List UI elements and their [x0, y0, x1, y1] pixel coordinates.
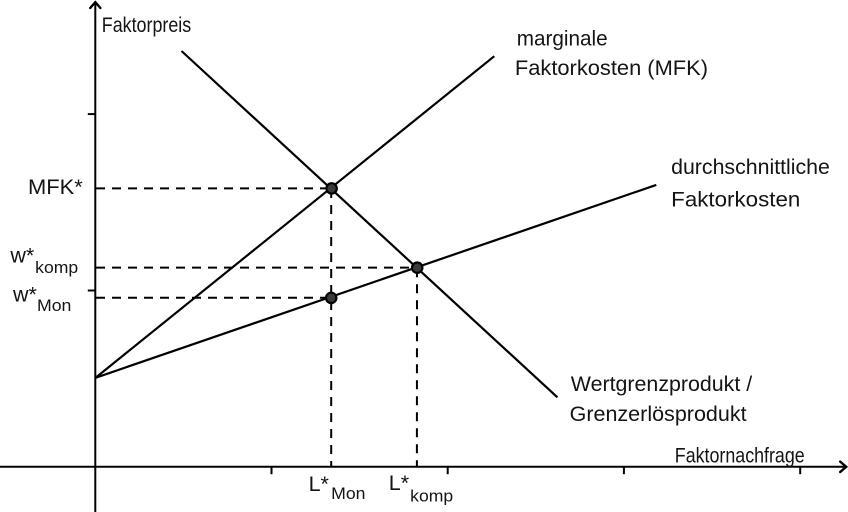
- svg-text:Faktornachfrage: Faktornachfrage: [675, 443, 805, 467]
- svg-text:Mon: Mon: [331, 484, 365, 503]
- svg-text:L*: L*: [309, 472, 330, 496]
- svg-text:komp: komp: [35, 258, 78, 277]
- svg-text:durchschnittliche: durchschnittliche: [671, 155, 830, 179]
- svg-text:Faktorkosten: Faktorkosten: [671, 187, 800, 211]
- svg-text:Faktorkosten (MFK): Faktorkosten (MFK): [515, 56, 708, 80]
- svg-text:w*: w*: [12, 282, 38, 306]
- svg-text:MFK*: MFK*: [28, 175, 83, 199]
- svg-text:komp: komp: [410, 486, 453, 505]
- svg-text:Mon: Mon: [37, 296, 71, 315]
- svg-text:Faktorpreis: Faktorpreis: [102, 13, 191, 37]
- svg-text:L*: L*: [389, 471, 410, 495]
- svg-text:w*: w*: [9, 243, 35, 267]
- svg-text:marginale: marginale: [517, 26, 608, 50]
- svg-text:Wertgrenzprodukt /: Wertgrenzprodukt /: [571, 372, 752, 396]
- svg-text:Grenzerlösprodukt: Grenzerlösprodukt: [570, 402, 747, 426]
